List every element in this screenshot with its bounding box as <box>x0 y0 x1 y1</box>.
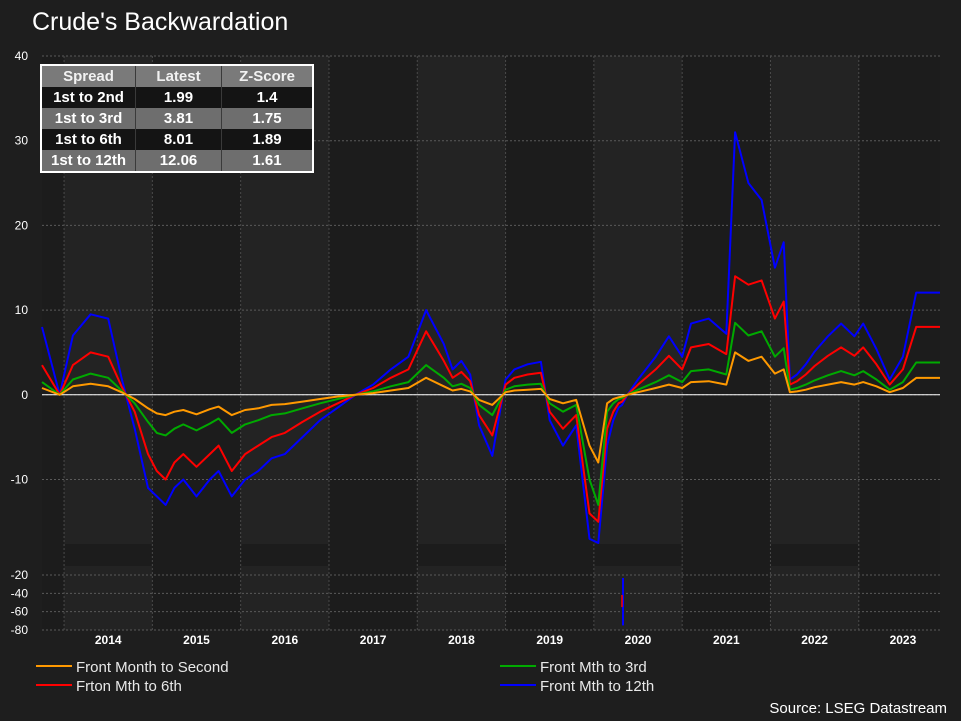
series-line-0 <box>41 351 940 464</box>
y-tick-label: 40 <box>15 49 29 63</box>
x-tick-label: 2014 <box>95 633 122 647</box>
table-cell-latest: 12.06 <box>135 150 222 172</box>
axis-break <box>42 544 940 566</box>
series-line-1 <box>41 321 940 506</box>
table-cell-zscore: 1.75 <box>221 108 314 129</box>
spread-stats-table: Spread Latest Z-Score 1st to 2nd 1.99 1.… <box>40 64 314 173</box>
y-tick-label: 20 <box>15 218 29 232</box>
y-tick-label: -80 <box>11 623 29 637</box>
x-tick-label: 2015 <box>183 633 210 647</box>
series-line-3 <box>41 131 940 544</box>
table-row: 1st to 3rd 3.81 1.75 <box>41 108 314 129</box>
table-cell-spread: 1st to 3rd <box>41 108 136 129</box>
legend-label: Front Month to Second <box>76 659 229 676</box>
table-cell-spread: 1st to 2nd <box>41 87 136 108</box>
chart-title: Crude's Backwardation <box>32 8 289 36</box>
table-row: 1st to 6th 8.01 1.89 <box>41 129 314 150</box>
year-band <box>417 56 506 630</box>
y-tick-label: 30 <box>15 134 29 148</box>
y-tick-label: -20 <box>11 568 29 582</box>
source-note: Source: LSEG Datastream <box>769 700 947 717</box>
table-cell-spread: 1st to 6th <box>41 129 136 150</box>
table-cell-zscore: 1.89 <box>221 129 314 150</box>
x-tick-label: 2018 <box>448 633 475 647</box>
legend-swatch <box>500 684 536 687</box>
table-cell-spread: 1st to 12th <box>41 150 136 172</box>
table-header-zscore: Z-Score <box>221 65 314 87</box>
y-axis-ticks: 40 30 20 10 0 -10 -20 -40 -60 -80 <box>11 49 29 637</box>
table-cell-latest: 3.81 <box>135 108 222 129</box>
legend-label: Frton Mth to 6th <box>76 678 182 695</box>
legend-item-front-mth-to-3rd: Front Mth to 3rd <box>500 659 647 676</box>
year-band <box>593 56 683 630</box>
legend-swatch <box>36 665 72 668</box>
series-lines <box>41 131 940 626</box>
table-cell-latest: 8.01 <box>135 129 222 150</box>
y-tick-label: -40 <box>11 586 29 600</box>
grid-lines <box>42 55 940 631</box>
table-header-spread: Spread <box>41 65 136 87</box>
legend-item-front-month-to-second: Front Month to Second <box>36 659 229 676</box>
x-tick-label: 2022 <box>801 633 828 647</box>
y-tick-label: 10 <box>15 303 29 317</box>
y-tick-label: -10 <box>11 472 29 486</box>
y-tick-label: 0 <box>21 388 28 402</box>
year-band <box>770 56 859 630</box>
legend-item-front-mth-to-12th: Front Mth to 12th <box>500 678 654 695</box>
table-row: 1st to 12th 12.06 1.61 <box>41 150 314 172</box>
table-cell-zscore: 1.4 <box>221 87 314 108</box>
legend-swatch <box>500 665 536 668</box>
legend-label: Front Mth to 12th <box>540 678 655 695</box>
series-line-2 <box>41 275 940 523</box>
x-tick-label: 2016 <box>271 633 298 647</box>
table-header-latest: Latest <box>135 65 222 87</box>
x-tick-label: 2020 <box>625 633 652 647</box>
x-tick-label: 2017 <box>360 633 387 647</box>
x-tick-label: 2023 <box>890 633 917 647</box>
x-tick-label: 2021 <box>713 633 740 647</box>
legend-label: Front Mth to 3rd <box>540 659 647 676</box>
legend-item-front-mth-to-6th: Frton Mth to 6th <box>36 678 182 695</box>
x-tick-label: 2019 <box>536 633 563 647</box>
table-cell-latest: 1.99 <box>135 87 222 108</box>
y-tick-label: -60 <box>11 605 29 619</box>
table-cell-zscore: 1.61 <box>221 150 314 172</box>
legend-swatch <box>36 684 72 687</box>
table-row: 1st to 2nd 1.99 1.4 <box>41 87 314 108</box>
x-axis-ticks: 2014 2015 2016 2017 2018 2019 2020 2021 2022 2023 <box>95 633 917 647</box>
